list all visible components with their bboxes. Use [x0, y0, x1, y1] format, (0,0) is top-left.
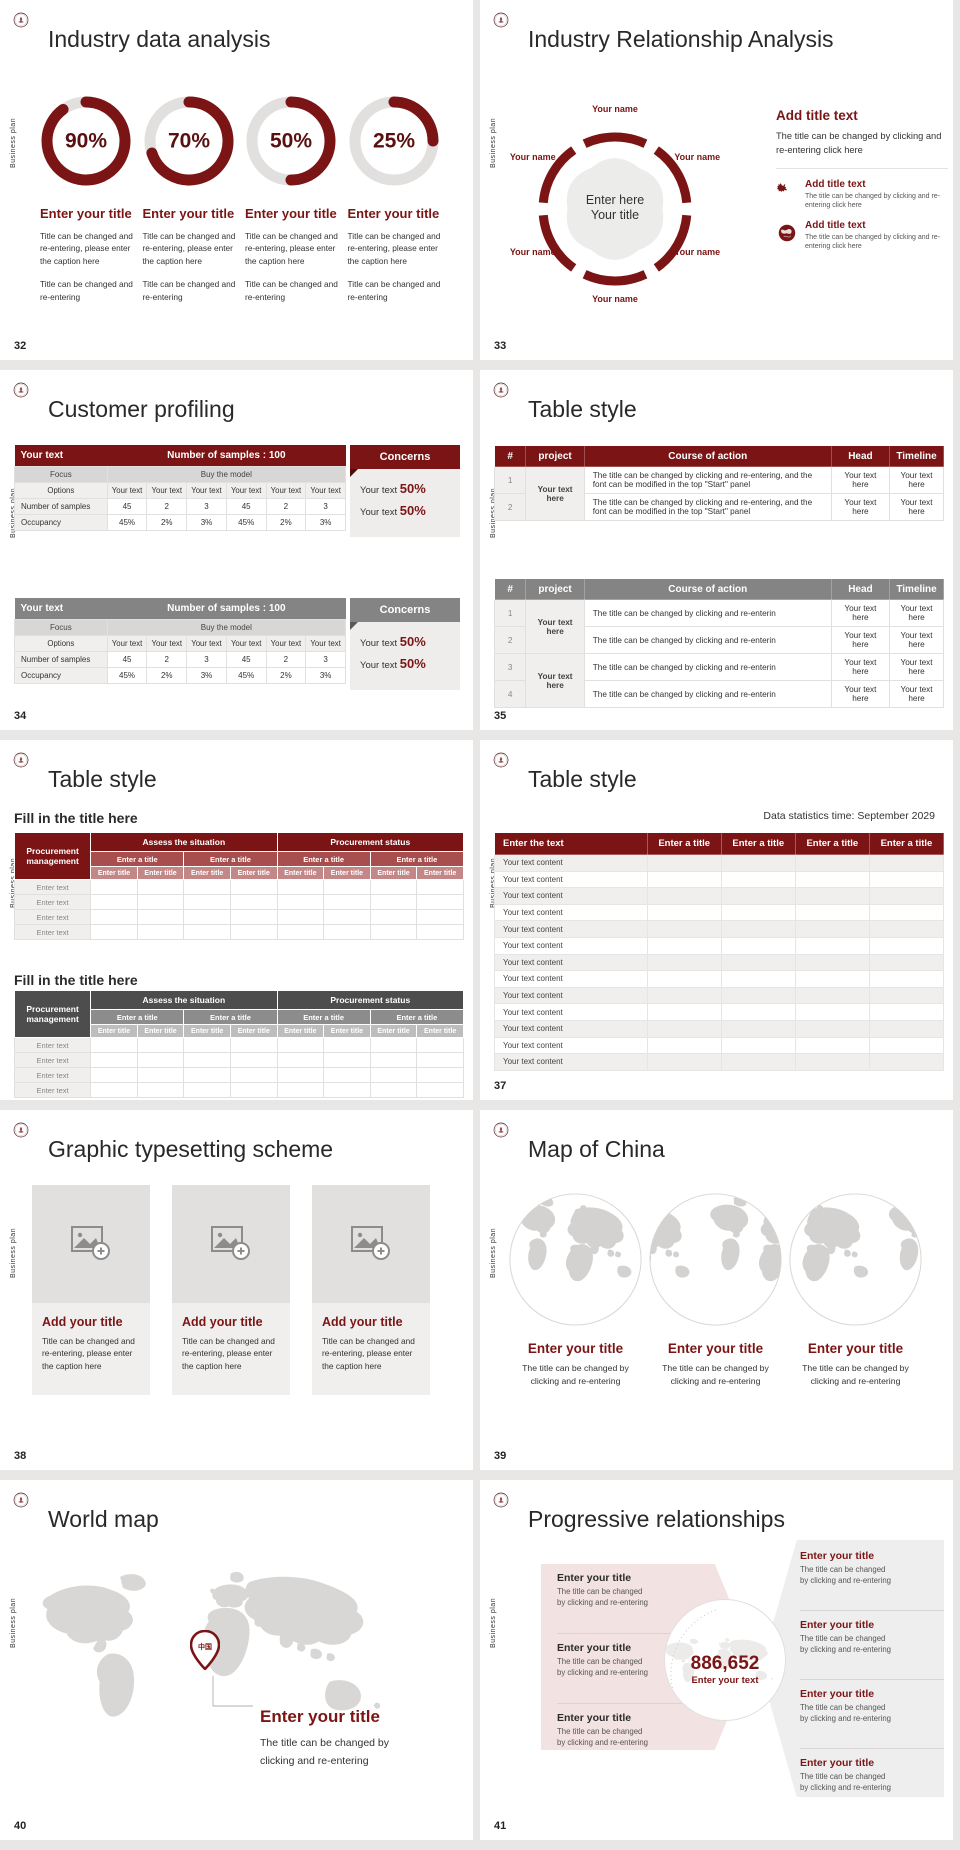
svg-text:70%: 70%: [167, 130, 209, 153]
svg-text:90%: 90%: [65, 130, 107, 153]
svg-text:25%: 25%: [372, 130, 414, 153]
svg-text:Enter here: Enter here: [586, 193, 644, 207]
svg-text:Your title: Your title: [591, 208, 639, 222]
svg-text:50%: 50%: [270, 130, 312, 153]
svg-text:中国: 中国: [198, 1642, 212, 1651]
